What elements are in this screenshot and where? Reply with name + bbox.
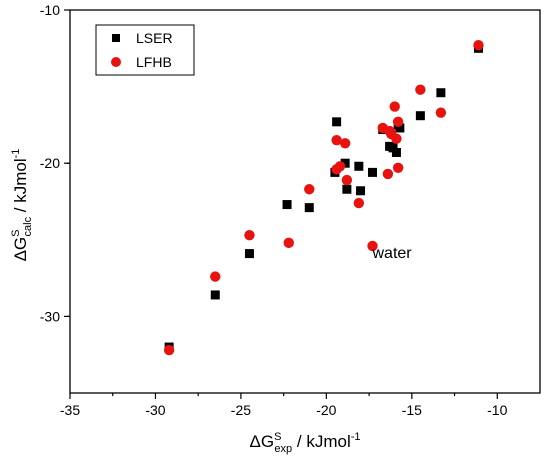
series-lfhb	[163, 40, 484, 356]
data-point-lser	[282, 200, 292, 210]
y-tick-label: -30	[40, 308, 60, 324]
data-point-lfhb	[331, 135, 342, 146]
x-axis-title: ΔGS exp / kJmol-1	[249, 431, 360, 455]
data-point-lfhb	[473, 40, 484, 51]
y-axis-title: ΔGScalc / kJmol-1	[10, 149, 34, 262]
data-point-lser	[388, 143, 398, 153]
x-tick-label: -30	[145, 402, 165, 418]
data-point-lfhb	[392, 116, 404, 128]
data-point-lser	[436, 88, 446, 98]
y-axis-title-unit: / kJmol	[11, 158, 30, 217]
data-point-lser	[395, 123, 405, 133]
y-axis-title-sup: S	[10, 229, 22, 236]
data-point-lfhb	[392, 162, 404, 173]
y-axis-title-sub: calc	[22, 216, 34, 236]
data-point-lfhb	[244, 230, 255, 241]
data-point-lfhb	[389, 101, 400, 112]
data-point-lfhb	[382, 168, 394, 180]
x-tick-label: -25	[231, 402, 251, 418]
x-tick-label: -15	[402, 402, 422, 418]
data-point-lser	[356, 186, 366, 196]
y-axis-title-main: ΔG	[11, 237, 30, 262]
data-point-lfhb	[353, 197, 365, 209]
annotation-layer: water	[372, 245, 413, 262]
data-point-lser	[342, 184, 352, 194]
data-point-lser	[210, 290, 220, 300]
data-point-lfhb	[435, 107, 447, 118]
y-axis-ticks: -30 -20 -10	[40, 2, 70, 324]
data-point-lfhb	[341, 174, 353, 186]
data-point-lfhb	[210, 271, 221, 282]
x-axis-title-unit-sup: -1	[351, 431, 361, 443]
data-point-lser	[391, 147, 401, 157]
data-point-lser	[368, 167, 378, 177]
x-axis-title-unit: / kJmol	[292, 432, 351, 451]
data-point-lfhb	[283, 237, 294, 249]
plot-frame	[69, 9, 541, 394]
x-axis-title-main: ΔG	[249, 432, 274, 451]
x-tick-label: -20	[316, 402, 336, 418]
data-point-lser	[332, 117, 342, 127]
plot-area: -35 -30 -25 -20 -15 -10 -30 -20 -10 water	[40, 2, 541, 418]
data-point-lfhb	[334, 161, 346, 172]
data-point-lser	[244, 249, 254, 259]
legend-marker-lfhb	[111, 57, 121, 67]
legend-label-lser: LSER	[136, 30, 173, 46]
y-tick-label: -20	[40, 155, 60, 171]
x-tick-label: -35	[60, 402, 80, 418]
x-axis-title-sub: exp	[274, 443, 292, 455]
legend-box	[95, 24, 195, 76]
data-point-lser	[304, 203, 314, 213]
data-point-lser	[354, 161, 364, 171]
x-axis-ticks: -35 -30 -25 -20 -15 -10	[60, 393, 508, 418]
legend-label-lfhb: LFHB	[136, 54, 172, 70]
data-point-lfhb	[304, 184, 315, 195]
x-tick-label: -10	[487, 402, 507, 418]
data-point-lfhb	[415, 84, 426, 95]
annotation-label: water	[372, 245, 413, 262]
data-point-lfhb	[391, 133, 402, 144]
x-axis-title-sup: S	[274, 431, 281, 443]
data-point-lfhb	[163, 344, 175, 356]
y-tick-label: -10	[40, 2, 60, 18]
data-point-lfhb	[339, 138, 351, 149]
y-axis-title-unit-sup: -1	[10, 149, 22, 159]
series-layer	[163, 40, 484, 356]
series-lser	[164, 43, 483, 352]
data-point-lser	[415, 111, 425, 121]
legend-marker-lser	[112, 34, 120, 42]
data-point-lser	[340, 158, 350, 168]
data-point-lfhb	[367, 240, 378, 252]
legend: LSER LFHB	[95, 24, 195, 76]
